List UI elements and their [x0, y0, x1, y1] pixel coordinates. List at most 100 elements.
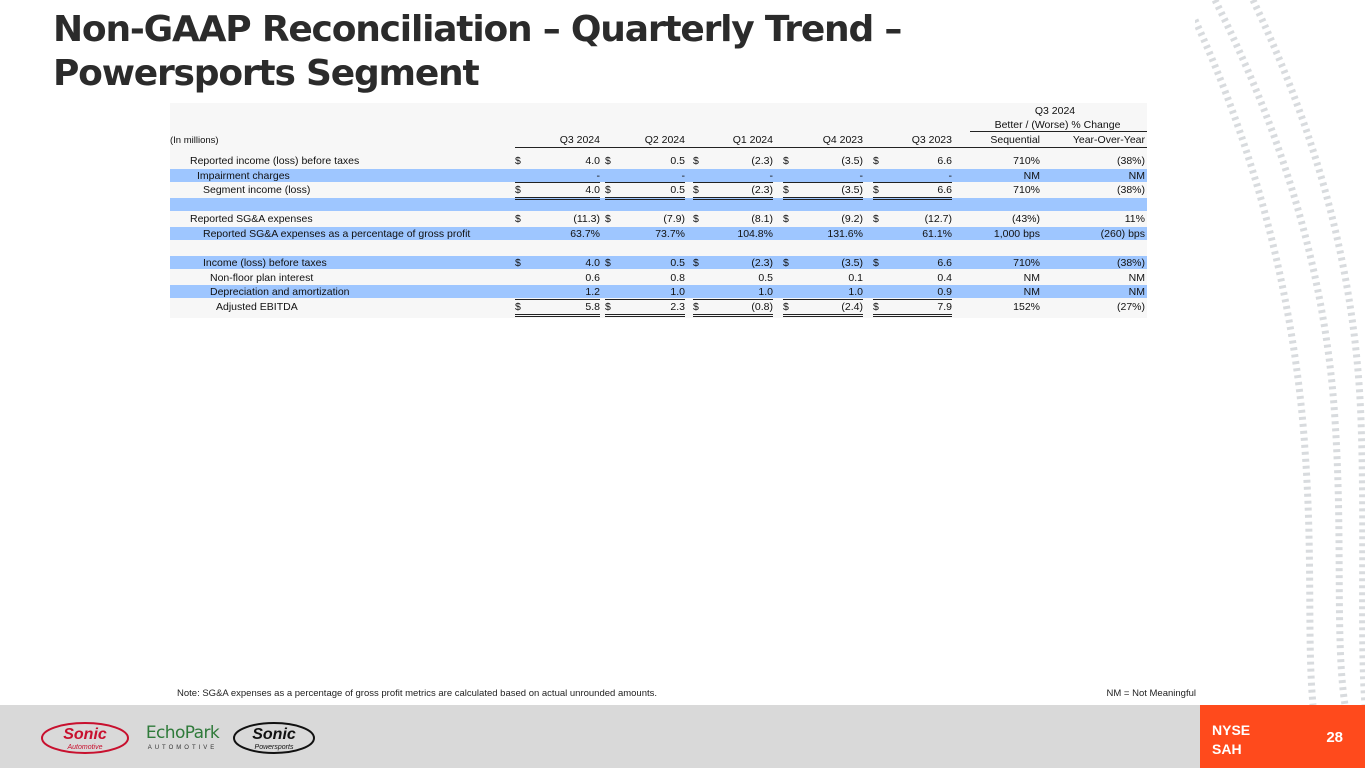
total-rule	[605, 299, 685, 300]
dollar-sign: $	[515, 213, 521, 226]
dollar-sign: $	[873, 213, 879, 226]
total-rule-double	[605, 315, 685, 317]
total-rule-double	[693, 315, 773, 317]
automotive-logo-text: Automotive	[66, 744, 102, 751]
row-value: NM	[1128, 271, 1145, 284]
row-value: 4.0	[585, 257, 600, 270]
dollar-sign: $	[873, 184, 879, 197]
row-value: 7.9	[937, 301, 952, 313]
row-value: 152%	[1013, 301, 1040, 313]
row-value: (43%)	[1011, 213, 1040, 226]
row-label: Non-floor plan interest	[210, 271, 314, 284]
row-value: 6.6	[937, 155, 952, 167]
row-value: 131.6%	[827, 228, 863, 240]
row-label: Income (loss) before taxes	[203, 257, 327, 270]
row-value: (2.4)	[841, 301, 863, 313]
row-value: NM	[1023, 271, 1040, 284]
total-rule	[515, 182, 600, 184]
dollar-sign: $	[605, 155, 611, 167]
total-rule	[515, 299, 600, 300]
row-highlight	[170, 168, 1147, 182]
dollar-sign: $	[605, 257, 611, 270]
dollar-sign: $	[515, 257, 521, 270]
row-value: 1,000 bps	[993, 228, 1040, 240]
row-value: 0.5	[670, 184, 685, 197]
row-value: NM	[1023, 286, 1040, 299]
row-value: -	[596, 169, 601, 182]
row-value: 6.6	[937, 257, 952, 270]
total-rule	[605, 313, 685, 315]
table-row: Reported income (loss) before taxes 4.0 $0…	[170, 155, 1147, 168]
column-header: Q1 2024	[732, 134, 773, 146]
total-rule-double	[783, 315, 863, 317]
row-value: 1.0	[670, 286, 685, 299]
dollar-sign: $	[605, 301, 611, 313]
reconciliation-table: Q3 2024 Better / (Worse) % Change (In mill…	[170, 103, 1147, 318]
row-highlight	[170, 197, 1147, 211]
footer-bar: Sonic Automotive EchoPark AUTOMOTIVE Son…	[0, 705, 1365, 768]
group-header-change: Better / (Worse) % Change	[994, 119, 1121, 131]
header-rule	[515, 147, 1147, 148]
row-value: (9.2)	[841, 213, 863, 226]
row-value: (3.5)	[841, 257, 863, 270]
sonic-powersports-text: Sonic	[252, 726, 296, 743]
total-rule	[783, 196, 863, 198]
exchange-ticker: NYSE SAH	[1212, 721, 1250, 759]
row-value: -	[681, 169, 686, 182]
table-row: Segment income (loss) 4.0 $0.5 $ (2.3) $ (3.5)…	[170, 184, 1147, 197]
dollar-sign: $	[783, 301, 789, 313]
dollar-sign: $	[693, 184, 699, 197]
dollar-sign: $	[783, 213, 789, 226]
dollar-sign: $	[605, 213, 611, 226]
group-header-quarter: Q3 2024	[1034, 105, 1076, 117]
row-label: Reported SG&A expenses	[190, 213, 313, 226]
dollar-sign: $	[515, 301, 521, 313]
row-value: 5.8	[585, 301, 600, 313]
total-rule	[783, 182, 863, 184]
dollar-sign: $	[605, 184, 611, 197]
row-value: 104.8%	[737, 228, 773, 240]
column-header: Q3 2023	[911, 134, 952, 146]
ticker-box: NYSE SAH 28	[1200, 705, 1365, 768]
total-rule	[783, 313, 863, 315]
row-value: 61.1%	[922, 228, 952, 240]
total-rule	[693, 196, 773, 198]
total-rule	[515, 196, 600, 198]
dollar-sign: $	[693, 257, 699, 270]
total-rule	[873, 299, 952, 300]
dollar-sign: $	[873, 301, 879, 313]
row-value: 1.2	[585, 286, 600, 299]
sonic-automotive-logo: Sonic Automotive	[41, 722, 129, 754]
row-value: 11%	[1124, 213, 1145, 226]
row-value: (11.3)	[573, 213, 600, 226]
row-highlight	[170, 285, 1147, 299]
total-rule	[873, 182, 952, 184]
row-value: (2.3)	[751, 155, 773, 167]
table-row: Reported SG&A expenses (11.3) $ (7.9) $ (8.1)…	[170, 213, 1147, 226]
row-value: (0.8)	[751, 301, 773, 313]
total-rule	[873, 196, 952, 198]
row-value: 0.5	[670, 257, 685, 270]
total-rule	[873, 313, 952, 315]
table-row: Reported SG&A expenses as a percentage o…	[170, 228, 1147, 241]
dollar-sign: $	[515, 155, 521, 167]
row-value: 0.8	[670, 271, 685, 284]
powersports-text: Powersports	[255, 744, 294, 751]
total-rule-double	[873, 198, 952, 200]
row-value: (260) bps	[1100, 228, 1145, 240]
row-label: Segment income (loss)	[203, 184, 311, 197]
row-value: (2.3)	[751, 257, 773, 270]
row-value: (38%)	[1116, 257, 1145, 270]
row-value: 63.7%	[570, 228, 600, 240]
table-row: Depreciation and amortization 1.2 1.0 1.0 1.…	[170, 286, 1147, 299]
footnote: Note: SG&A expenses as a percentage of g…	[177, 688, 658, 699]
row-value: 73.7%	[655, 228, 685, 240]
dollar-sign: $	[783, 184, 789, 197]
row-value: 0.6	[585, 271, 600, 284]
row-value: 0.5	[670, 155, 685, 167]
table-row	[170, 243, 1147, 256]
row-value: 0.9	[937, 286, 952, 299]
row-label: Reported SG&A expenses as a percentage o…	[203, 228, 471, 240]
table-row: Income (loss) before taxes 4.0 $0.5 $ (2.3) $…	[170, 257, 1147, 270]
dollar-sign: $	[873, 257, 879, 270]
